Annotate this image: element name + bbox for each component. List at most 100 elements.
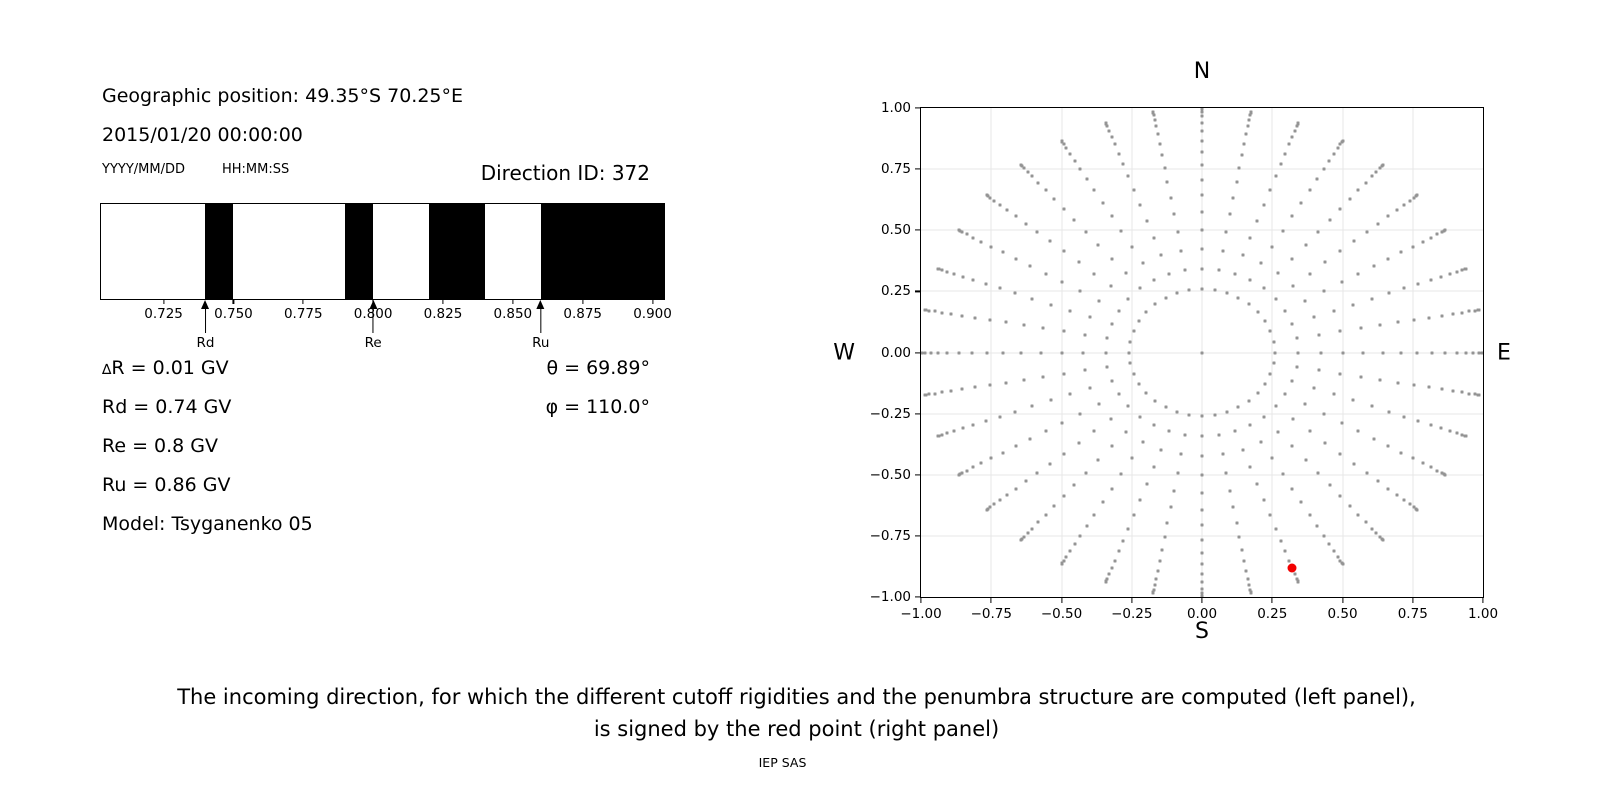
direction-grid-dot <box>1296 580 1300 584</box>
direction-grid-dot <box>1200 587 1204 591</box>
direction-grid-dot <box>1348 197 1352 201</box>
direction-grid-dot <box>1092 513 1096 517</box>
direction-grid-dot <box>1448 429 1452 433</box>
direction-grid-dot <box>1395 208 1399 212</box>
direction-grid-dot <box>1138 498 1142 502</box>
direction-grid-dot <box>1124 271 1128 275</box>
direction-grid-dot <box>998 415 1002 419</box>
direction-grid-dot <box>1365 230 1369 234</box>
grid-line-horizontal <box>921 168 1483 170</box>
direction-grid-dot <box>1290 487 1294 491</box>
direction-grid-dot <box>1473 309 1477 313</box>
direction-grid-dot <box>936 351 940 354</box>
direction-grid-dot <box>1332 549 1336 553</box>
direction-grid-dot <box>1361 351 1365 354</box>
direction-grid-dot <box>1279 539 1283 543</box>
direction-grid-dot <box>1327 542 1331 546</box>
direction-grid-dot <box>949 312 953 316</box>
direction-grid-dot <box>1247 399 1251 403</box>
direction-grid-dot <box>965 232 969 236</box>
direction-grid-dot <box>933 392 937 395</box>
ru-value: Ru = 0.86 GV <box>102 474 231 496</box>
direction-grid-dot <box>1356 272 1360 276</box>
direction-grid-dot <box>988 196 992 200</box>
direction-grid-dot <box>1332 392 1336 396</box>
x-axis-tick <box>1271 597 1273 603</box>
date-format-label: YYYY/MM/DD <box>102 162 185 177</box>
direction-grid-dot <box>1001 250 1005 254</box>
direction-grid-dot <box>1113 142 1117 146</box>
direction-grid-dot <box>1415 193 1419 197</box>
direction-grid-dot <box>1152 113 1156 117</box>
direction-grid-dot <box>960 471 964 475</box>
direction-grid-dot <box>1378 535 1382 539</box>
direction-grid-dot <box>1323 260 1327 264</box>
direction-grid-dot <box>1062 372 1066 376</box>
penumbra-axis-tick <box>442 299 444 304</box>
direction-grid-dot <box>1169 505 1173 509</box>
y-axis-tick-label: −0.50 <box>869 466 911 483</box>
direction-grid-dot <box>1290 135 1294 139</box>
direction-grid-dot <box>1244 132 1248 136</box>
direction-grid-dot <box>1035 230 1039 234</box>
direction-grid-dot <box>952 272 956 276</box>
direction-grid-dot <box>1167 429 1171 433</box>
direction-grid-dot <box>1084 230 1088 234</box>
direction-grid-dot <box>1105 124 1109 128</box>
direction-grid-dot <box>1001 351 1005 354</box>
direction-grid-dot <box>1387 291 1391 295</box>
direction-grid-dot <box>1078 534 1082 538</box>
direction-grid-dot <box>929 351 933 354</box>
direction-grid-dot <box>1024 222 1028 226</box>
direction-grid-dot <box>1048 239 1052 243</box>
rigidity-arrow-stem <box>204 309 207 333</box>
y-axis-tick-label: −1.00 <box>869 589 911 605</box>
direction-grid-dot <box>1440 471 1444 475</box>
direction-grid-dot <box>1183 433 1187 437</box>
direction-grid-dot <box>1386 444 1390 448</box>
direction-grid-dot <box>1200 351 1204 354</box>
caption-line-2: is signed by the red point (right panel) <box>593 717 1000 741</box>
direction-grid-dot <box>1402 203 1406 207</box>
rigidity-arrow-stem <box>540 309 542 333</box>
direction-grid-dot <box>1110 214 1114 218</box>
direction-grid-dot <box>973 316 977 320</box>
direction-grid-dot <box>1156 569 1160 573</box>
direction-grid-dot <box>1242 559 1246 563</box>
direction-grid-dot <box>1163 535 1167 539</box>
direction-grid-dot <box>1322 167 1326 171</box>
direction-grid-dot <box>1378 378 1382 382</box>
direction-grid-dot <box>1019 538 1023 542</box>
x-axis-tick <box>1412 597 1414 603</box>
direction-grid-dot <box>1049 303 1053 307</box>
direction-grid-dot <box>1248 278 1252 282</box>
direction-grid-dot <box>1290 214 1294 218</box>
direction-grid-dot <box>971 465 975 469</box>
direction-grid-dot <box>1443 228 1447 232</box>
direction-grid-dot <box>1408 199 1412 203</box>
penumbra-axis-tick-label: 0.900 <box>633 306 672 322</box>
direction-grid-dot <box>1176 230 1180 234</box>
direction-grid-dot <box>1062 329 1066 333</box>
direction-grid-dot <box>1145 219 1149 223</box>
direction-grid-dot <box>1341 562 1344 566</box>
direction-grid-dot <box>1370 174 1374 178</box>
direction-grid-dot <box>1179 249 1183 253</box>
direction-grid-dot <box>1105 336 1109 340</box>
direction-grid-dot <box>1048 462 1052 466</box>
direction-grid-dot <box>1200 108 1204 110</box>
direction-grid-dot <box>1014 214 1018 218</box>
direction-grid-dot <box>1176 471 1180 475</box>
direction-grid-dot <box>1200 538 1204 542</box>
direction-grid-dot <box>1396 381 1400 385</box>
direction-grid-dot <box>1295 336 1299 340</box>
direction-grid-dot <box>1132 188 1136 192</box>
direction-grid-dot <box>1283 309 1287 313</box>
direction-grid-dot <box>1132 329 1136 333</box>
direction-grid-dot <box>1235 521 1238 525</box>
direction-grid-dot <box>1290 444 1294 448</box>
direction-grid-dot <box>1270 245 1274 249</box>
direction-grid-dot <box>1035 471 1039 475</box>
direction-grid-dot <box>1370 527 1374 530</box>
direction-grid-dot <box>1124 430 1128 434</box>
